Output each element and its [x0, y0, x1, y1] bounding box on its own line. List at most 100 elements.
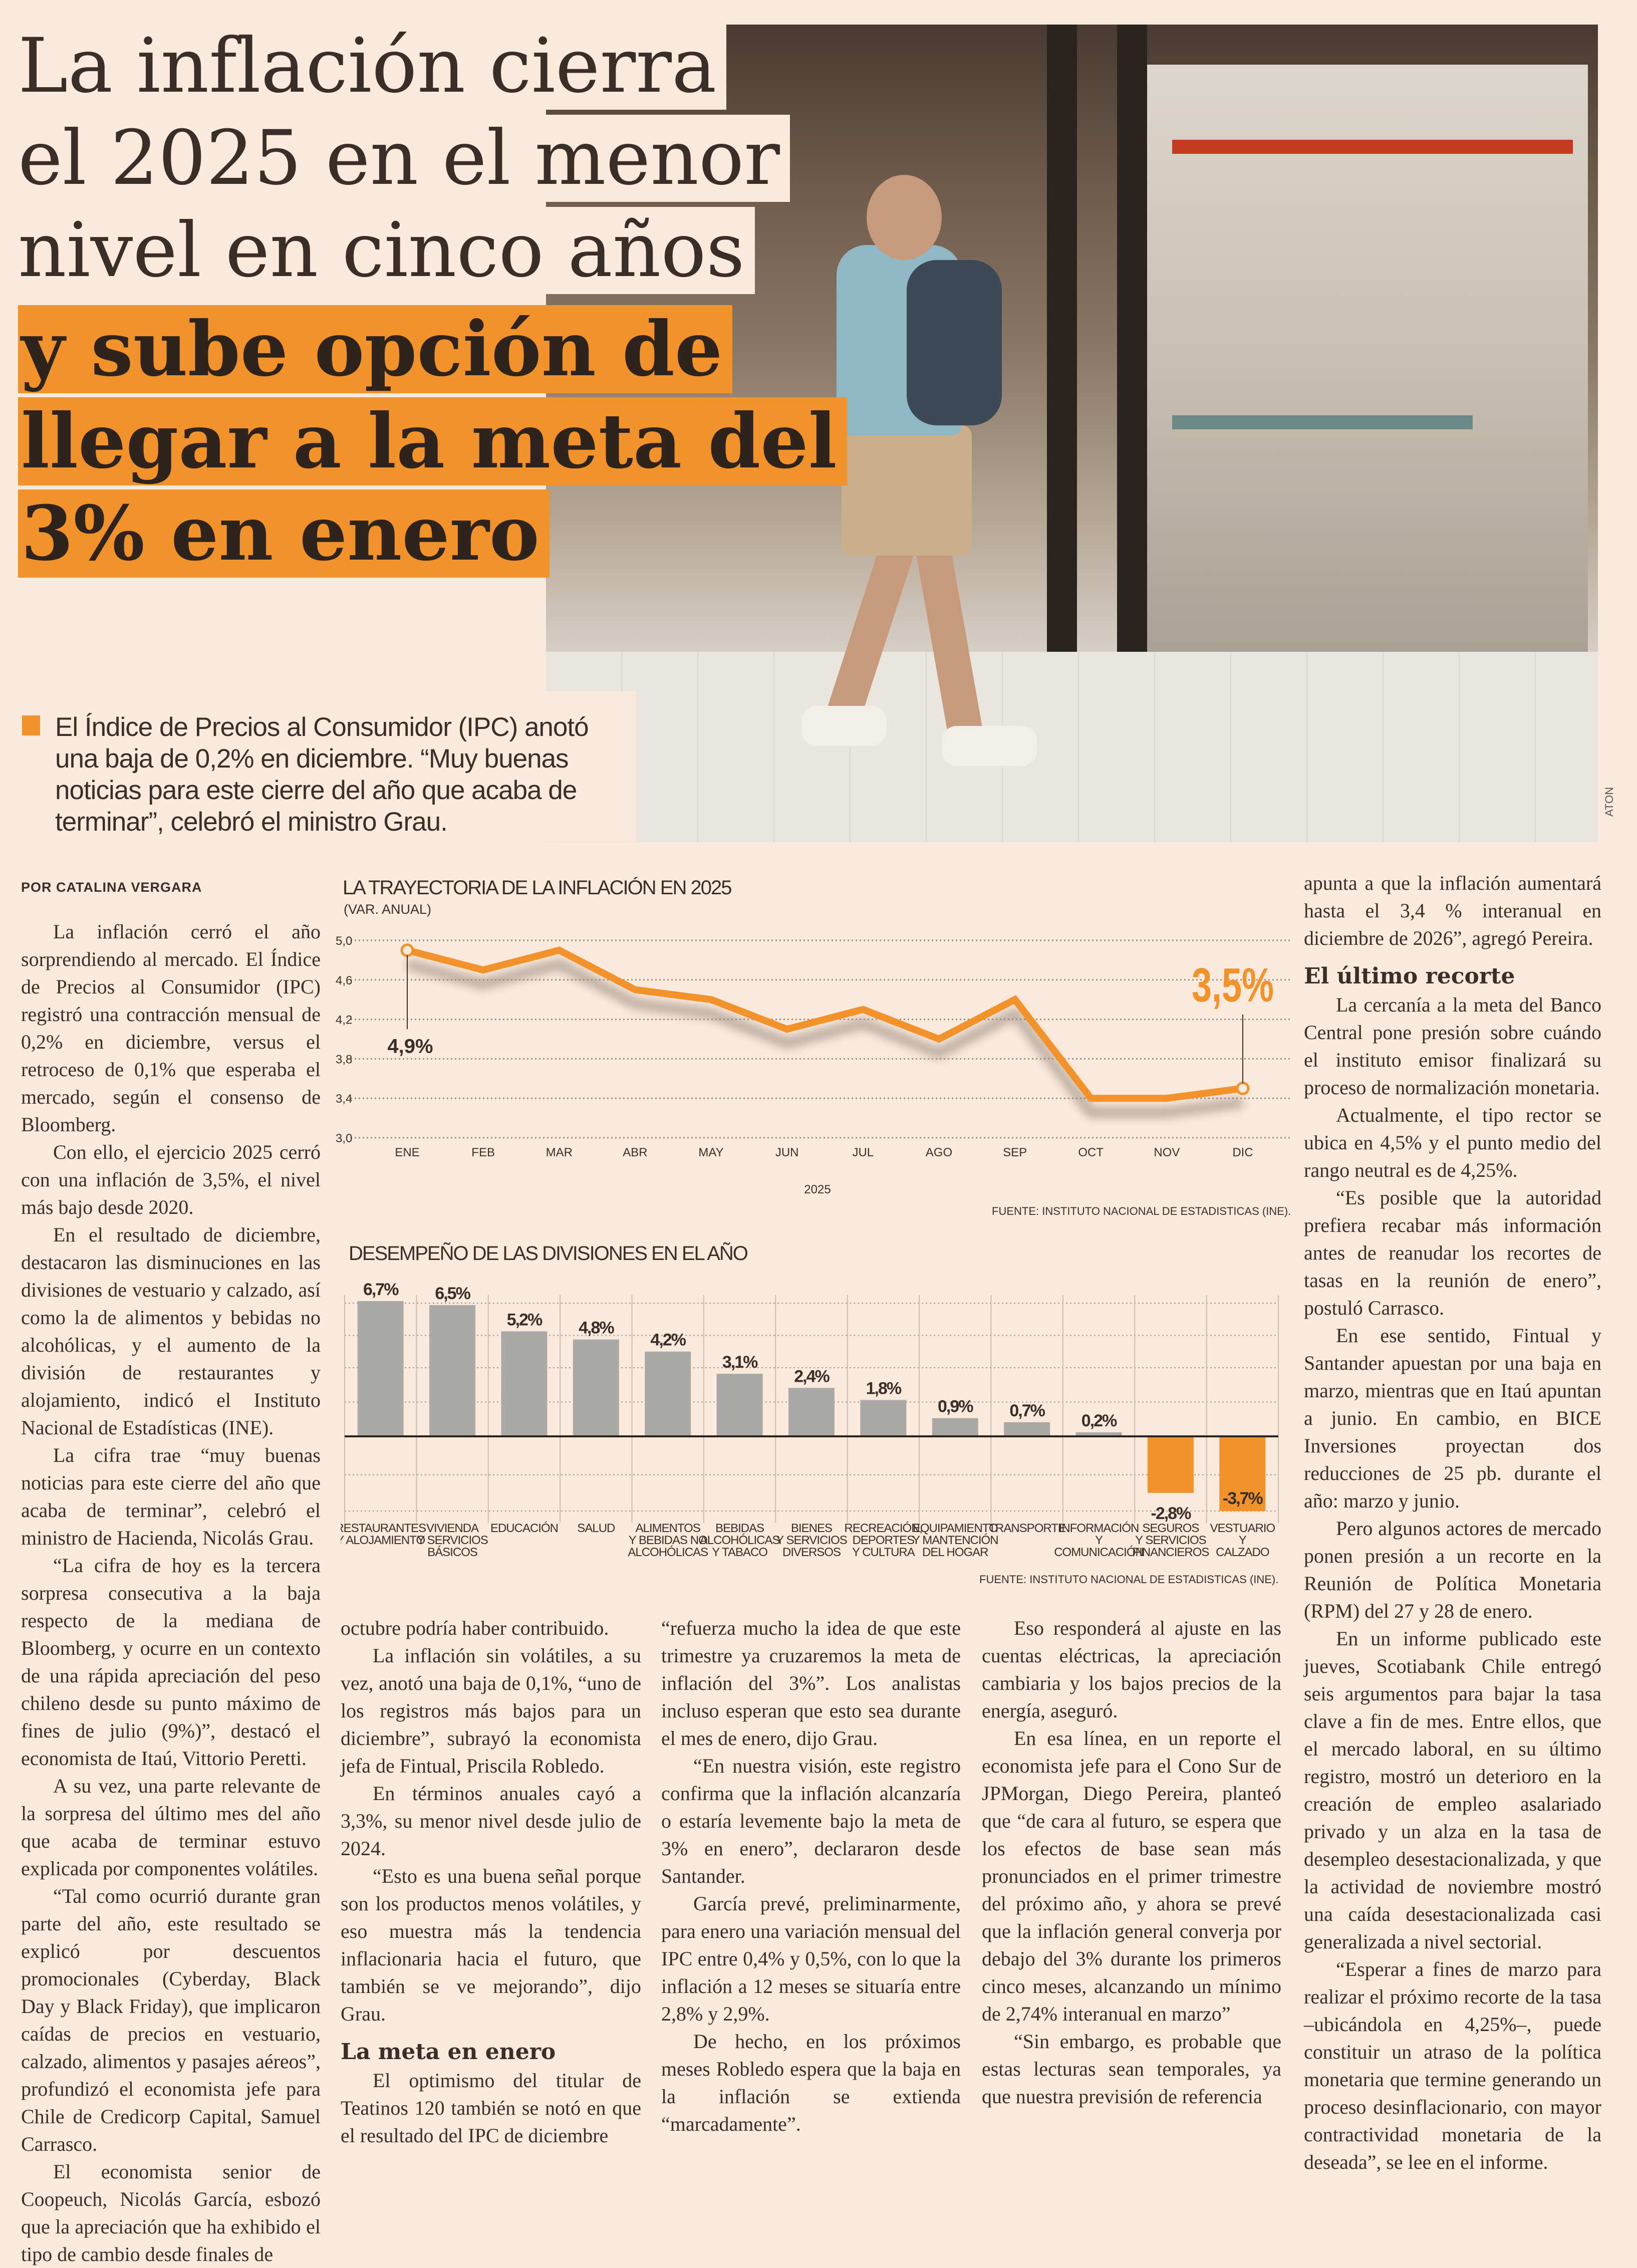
paragraph: En ese sentido, Fintual y Santander apue… [1304, 1322, 1601, 1515]
bar [358, 1301, 404, 1436]
bar [501, 1331, 547, 1436]
paragraph: El optimismo del titular de Teatinos 120… [341, 2067, 641, 2149]
category-label: Y MANTENCIÓN [912, 1534, 998, 1547]
bar-value-label: 2,4% [794, 1367, 830, 1386]
x-tick-label: MAY [698, 1146, 723, 1159]
store-pipe [1172, 140, 1573, 154]
article-column-1: La inflación cerró el año sorprendiendo … [21, 918, 321, 2268]
paragraph: “Esperar a fines de marzo para realizar … [1304, 1955, 1601, 2176]
y-tick-label: 3,0 [336, 1132, 352, 1145]
category-label: RECREACIÓN, [845, 1522, 923, 1535]
paragraph: Actualmente, el tipo rector se ubica en … [1304, 1101, 1601, 1184]
x-tick-label: ENE [395, 1146, 419, 1159]
bar-value-label: 0,9% [938, 1397, 973, 1416]
category-label: FINANCIEROS [1132, 1546, 1209, 1559]
x-axis-label: 2025 [804, 1183, 831, 1196]
bar-value-label: 6,7% [363, 1283, 399, 1299]
x-tick-label: SEP [1003, 1146, 1027, 1159]
y-tick-label: 3,4 [336, 1092, 352, 1106]
category-label: ALCOHÓLICAS [628, 1546, 708, 1559]
bar-value-label: 4,8% [579, 1319, 614, 1338]
series-shadow [407, 964, 1243, 1113]
x-tick-label: MAR [546, 1146, 573, 1159]
paragraph: En el resultado de diciembre, destacaron… [21, 1221, 321, 1441]
paragraph: “En nuestra visión, este registro confir… [661, 1752, 961, 1890]
paragraph: “Tal como ocurrió durante gran parte del… [21, 1882, 321, 2158]
store-interior [1147, 65, 1588, 666]
category-label: BEBIDAS [715, 1522, 764, 1535]
paragraph: En esa línea, en un reporte el economist… [982, 1724, 1281, 2028]
line-chart-source: FUENTE: INSTITUTO NACIONAL DE ESTADISTIC… [992, 1205, 1291, 1218]
bar-value-label: 1,8% [866, 1379, 902, 1398]
bar-value-label: 5,2% [507, 1310, 542, 1329]
category-label: Y ALOJAMIENTO [341, 1534, 425, 1547]
headline-highlight-line: 3% en enero [18, 485, 550, 580]
annotation-last-value: 3,5% [1192, 958, 1274, 1012]
x-tick-label: FEB [471, 1146, 495, 1159]
byline: POR CATALINA VERGARA [21, 880, 202, 895]
paragraph: “refuerza mucho la idea de que este trim… [661, 1614, 961, 1752]
bar [1004, 1422, 1050, 1436]
x-tick-label: DIC [1232, 1146, 1253, 1159]
floor [546, 652, 1598, 842]
article-column-4: Eso responderá al ajuste en las cuentas … [982, 1614, 1281, 2110]
paragraph: La cifra trae “muy buenas noticias para … [21, 1441, 321, 1552]
bar [645, 1352, 691, 1436]
category-label: SALUD [577, 1522, 615, 1535]
bar-value-label: 4,2% [650, 1331, 686, 1350]
category-label: BIENES [791, 1522, 832, 1535]
paragraph: En un informe publicado este jueves, Sco… [1304, 1625, 1601, 1955]
paragraph: “La cifra de hoy es la tercera sorpresa … [21, 1552, 321, 1772]
storefront-frame [1047, 25, 1077, 691]
category-label: ALCOHÓLICAS [700, 1534, 780, 1547]
category-label: INFORMACIÓN [1059, 1522, 1139, 1535]
bar-value-label: -3,7% [1223, 1489, 1263, 1508]
category-label: TRANSPORTE [988, 1522, 1065, 1535]
category-label: Y TABACO [712, 1546, 767, 1559]
summary-text: El Índice de Precios al Consumidor (IPC)… [55, 712, 589, 837]
paragraph: octubre podría haber contribuido. [341, 1614, 641, 1642]
category-label: DIVERSOS [782, 1546, 841, 1559]
bar [717, 1374, 763, 1436]
x-tick-label: NOV [1154, 1146, 1180, 1159]
headline-highlight-line: llegar a la meta del [18, 393, 847, 487]
summary-box: El Índice de Precios al Consumidor (IPC)… [0, 691, 636, 842]
bar [932, 1418, 978, 1436]
category-label: RESTAURANTES [341, 1522, 426, 1535]
category-label: Y SERVICIOS [417, 1534, 488, 1547]
storefront-frame [1117, 25, 1147, 691]
paragraph: De hecho, en los próximos meses Robledo … [661, 2028, 961, 2138]
category-label: SEGUROS [1142, 1522, 1199, 1535]
annotation-first-value: 4,9% [387, 1036, 433, 1058]
paragraph: “Esto es una buena señal porque son los … [341, 1862, 641, 2028]
bar-chart-source: FUENTE: INSTITUTO NACIONAL DE ESTADISTIC… [979, 1573, 1278, 1586]
headline-line: nivel en cinco años [18, 204, 755, 297]
data-point [402, 945, 413, 956]
bar-value-label: 3,1% [722, 1353, 758, 1372]
x-tick-label: ABR [623, 1146, 647, 1159]
paragraph: La cercanía a la meta del Banco Central … [1304, 991, 1601, 1101]
category-label: Y BEBIDAS NO [629, 1534, 707, 1547]
paragraph: Con ello, el ejercicio 2025 cerró con un… [21, 1138, 321, 1221]
category-label: Y SERVICIOS [776, 1534, 847, 1547]
headline-highlight-line: y sube opción de [18, 301, 732, 395]
orange-square-bullet-icon [22, 715, 40, 735]
category-label: Y [1239, 1534, 1247, 1547]
bar-chart-title: DESEMPEÑO DE LAS DIVISIONES EN EL AÑO [349, 1242, 747, 1265]
y-tick-label: 3,8 [336, 1053, 352, 1066]
y-tick-label: 5,0 [336, 934, 352, 948]
x-tick-label: JUN [775, 1146, 799, 1159]
category-label: Y CULTURA [852, 1546, 915, 1559]
bar-value-label: 0,2% [1081, 1411, 1117, 1430]
data-point [1237, 1083, 1248, 1094]
headline-line: el 2025 en el menor [18, 112, 790, 204]
category-label: BÁSICOS [427, 1546, 477, 1559]
subheading: El último recorte [1304, 962, 1601, 991]
y-tick-label: 4,6 [336, 974, 352, 987]
category-label: EDUCACIÓN [490, 1522, 558, 1535]
line-chart-subtitle: (VAR. ANUAL) [344, 902, 431, 917]
bar [788, 1388, 835, 1436]
category-label: Y [1095, 1534, 1103, 1547]
